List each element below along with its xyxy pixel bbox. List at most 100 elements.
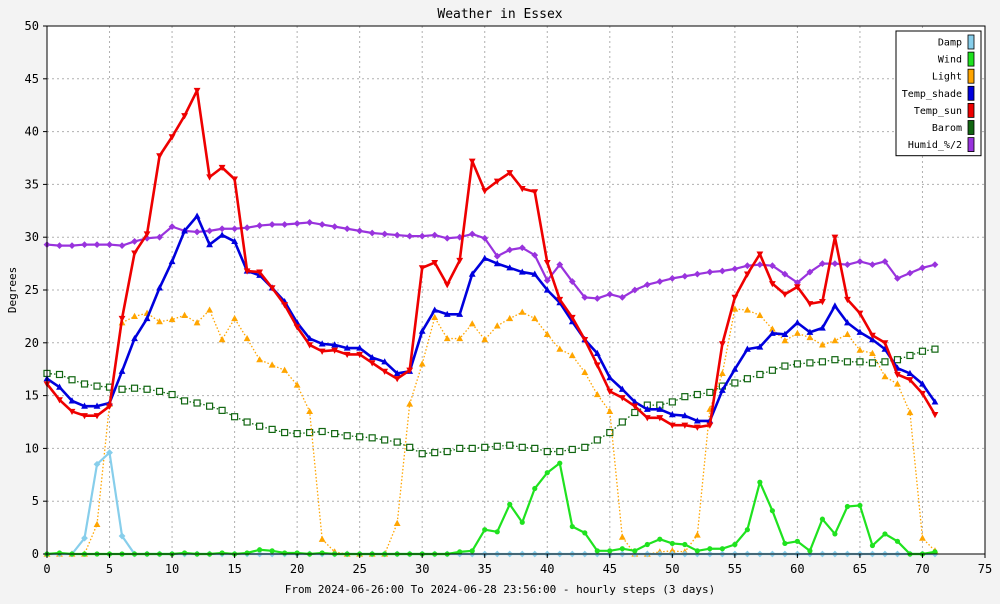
point-barom bbox=[731, 379, 739, 387]
point-barom bbox=[155, 387, 164, 395]
point-temp-shade bbox=[481, 254, 489, 261]
point-temp-sun bbox=[718, 341, 726, 348]
point-humid-2 bbox=[206, 227, 213, 235]
legend-swatch bbox=[967, 51, 975, 67]
point-humid-2 bbox=[518, 244, 526, 252]
point-humid-2 bbox=[481, 234, 489, 242]
point-temp-shade bbox=[681, 412, 689, 419]
point-wind bbox=[807, 548, 813, 554]
x-tick-label: 45 bbox=[603, 562, 617, 576]
point-barom bbox=[205, 402, 214, 410]
point-barom bbox=[481, 443, 489, 451]
point-light bbox=[718, 369, 726, 377]
point-light bbox=[131, 312, 138, 319]
point-temp-shade bbox=[456, 310, 464, 317]
point-temp-sun bbox=[743, 271, 751, 278]
point-humid-2 bbox=[431, 231, 439, 239]
point-temp-sun bbox=[381, 368, 389, 375]
point-humid-2 bbox=[118, 242, 126, 250]
point-temp-sun bbox=[468, 158, 476, 165]
point-temp-shade bbox=[393, 369, 401, 377]
point-barom bbox=[231, 413, 239, 421]
point-humid-2 bbox=[919, 264, 926, 272]
point-humid-2 bbox=[681, 272, 689, 280]
point-humid-2 bbox=[819, 260, 826, 267]
point-wind bbox=[607, 548, 613, 554]
point-humid-2 bbox=[393, 231, 401, 239]
point-humid-2 bbox=[356, 227, 364, 235]
point-barom bbox=[406, 443, 414, 451]
point-light bbox=[881, 372, 889, 380]
point-temp-shade bbox=[693, 417, 701, 424]
point-humid-2 bbox=[381, 230, 389, 238]
point-humid-2 bbox=[831, 260, 839, 267]
point-temp-shade bbox=[181, 227, 188, 234]
point-wind bbox=[782, 540, 788, 547]
chart-title: Weather in Essex bbox=[437, 7, 562, 22]
point-barom bbox=[681, 393, 689, 401]
series-temp-sun bbox=[43, 87, 939, 431]
point-temp-shade bbox=[531, 270, 539, 277]
legend-label: Temp_sun bbox=[914, 106, 962, 117]
point-humid-2 bbox=[743, 262, 751, 270]
point-temp-sun bbox=[193, 87, 201, 95]
point-humid-2 bbox=[418, 232, 426, 240]
point-light bbox=[781, 337, 789, 344]
series-humid-2 bbox=[43, 219, 939, 302]
point-temp-shade bbox=[56, 383, 63, 390]
point-temp-shade bbox=[718, 386, 726, 393]
point-barom bbox=[55, 370, 64, 379]
point-barom bbox=[256, 422, 264, 430]
point-light bbox=[156, 318, 163, 325]
point-temp-shade bbox=[618, 385, 626, 392]
point-temp-sun bbox=[506, 170, 514, 177]
point-barom bbox=[393, 438, 401, 446]
point-temp-sun bbox=[418, 265, 426, 272]
point-light bbox=[919, 534, 926, 541]
point-temp-shade bbox=[168, 257, 176, 265]
x-tick-label: 75 bbox=[978, 562, 992, 576]
point-barom bbox=[581, 443, 589, 451]
point-light bbox=[856, 346, 864, 353]
point-barom bbox=[593, 436, 601, 444]
point-temp-sun bbox=[293, 324, 301, 331]
point-barom bbox=[843, 358, 852, 366]
point-barom bbox=[706, 388, 714, 397]
point-barom bbox=[743, 375, 751, 383]
point-humid-2 bbox=[81, 241, 88, 248]
point-light bbox=[206, 306, 213, 313]
point-temp-sun bbox=[794, 284, 801, 291]
point-temp-sun bbox=[781, 291, 789, 298]
legend-swatch bbox=[967, 85, 975, 101]
point-barom bbox=[180, 397, 189, 405]
point-wind bbox=[582, 530, 588, 536]
point-temp-sun bbox=[243, 268, 251, 275]
point-humid-2 bbox=[106, 241, 113, 248]
point-temp-sun bbox=[218, 164, 226, 172]
point-damp bbox=[93, 460, 101, 468]
point-temp-sun bbox=[118, 315, 126, 323]
point-humid-2 bbox=[631, 286, 639, 294]
point-light bbox=[418, 360, 426, 367]
point-temp-shade bbox=[794, 319, 801, 326]
point-barom bbox=[80, 380, 89, 388]
point-light bbox=[894, 380, 901, 387]
point-wind bbox=[694, 548, 700, 554]
point-temp-shade bbox=[731, 365, 739, 372]
point-humid-2 bbox=[781, 270, 789, 278]
point-humid-2 bbox=[718, 267, 726, 275]
point-barom bbox=[868, 359, 877, 367]
y-tick-label: 50 bbox=[25, 19, 39, 33]
point-temp-shade bbox=[343, 344, 351, 351]
point-barom bbox=[93, 382, 101, 390]
point-light bbox=[481, 336, 489, 343]
point-humid-2 bbox=[869, 261, 876, 269]
x-tick-label: 25 bbox=[352, 562, 366, 576]
point-barom bbox=[318, 427, 326, 436]
point-temp-shade bbox=[856, 328, 864, 335]
point-temp-sun bbox=[618, 395, 626, 402]
point-light bbox=[844, 330, 851, 337]
point-barom bbox=[918, 347, 927, 355]
legend-swatch bbox=[967, 120, 975, 135]
